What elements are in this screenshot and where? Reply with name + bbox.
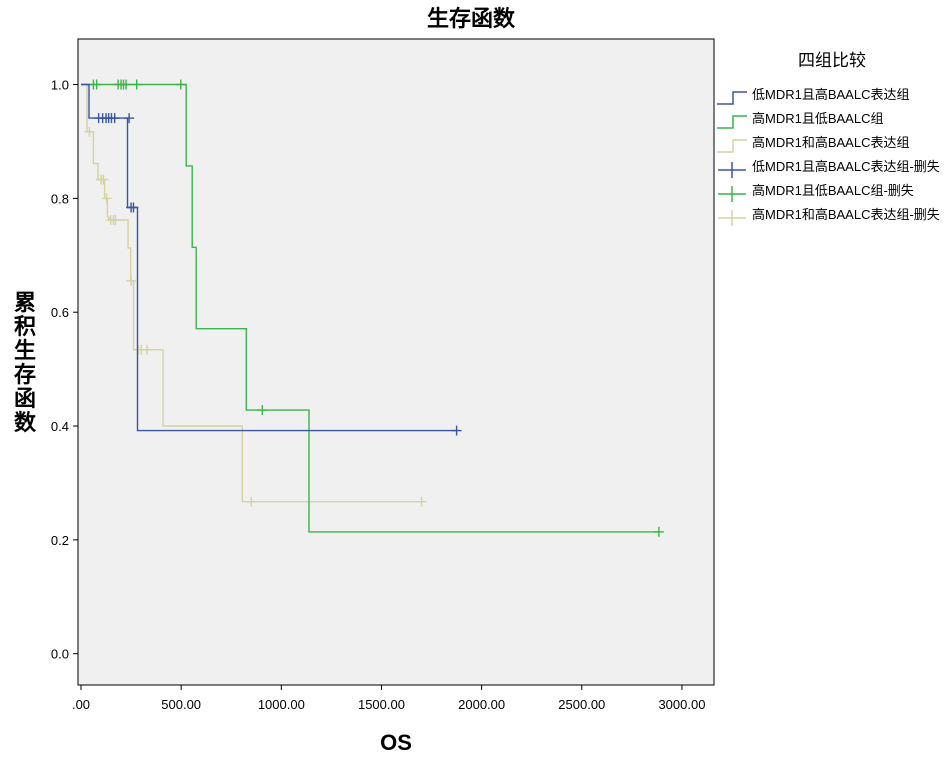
y-axis: 0.0 0.2 0.4 0.6 0.8 1.0 <box>51 78 78 662</box>
legend-label: 高MDR1和高BAALC表达组 <box>752 135 909 150</box>
legend-label: 低MDR1且高BAALC表达组 <box>752 87 909 102</box>
censor-mark <box>257 405 268 416</box>
x-axis-title: OS <box>380 730 412 755</box>
legend-item-censored: 低MDR1且高BAALC表达组-删失 <box>718 159 940 178</box>
legend-label: 高MDR1和高BAALC表达组-删失 <box>752 207 940 222</box>
censor-mark <box>416 496 427 507</box>
x-tick-label: 1500.00 <box>358 697 405 712</box>
legend-title: 四组比较 <box>798 51 866 70</box>
legend-censor-swatch <box>718 186 746 202</box>
legend: 四组比较 低MDR1且高BAALC表达组高MDR1且低BAALC组高MDR1和高… <box>717 51 940 226</box>
legend-line-swatch <box>717 91 747 105</box>
y-tick-label: 0.4 <box>51 419 69 434</box>
legend-censor-swatch <box>718 210 746 226</box>
x-tick-label: 1000.00 <box>258 697 305 712</box>
x-tick-label: 3000.00 <box>658 697 705 712</box>
censor-mark <box>175 79 186 90</box>
censor-mark <box>84 126 95 137</box>
legend-label: 高MDR1且低BAALC组-删失 <box>752 183 914 198</box>
censor-mark <box>109 113 120 124</box>
censor-mark <box>246 496 257 507</box>
y-tick-label: 0.2 <box>51 533 69 548</box>
censor-mark <box>451 425 462 436</box>
x-tick-label: 2000.00 <box>458 697 505 712</box>
censor-mark <box>124 113 135 124</box>
censor-mark <box>131 79 142 90</box>
legend-line-swatch <box>717 115 747 129</box>
legend-censor-swatch <box>718 162 746 178</box>
x-tick-label: .00 <box>72 697 90 712</box>
series-layer <box>81 79 664 537</box>
y-tick-label: 1.0 <box>51 78 69 93</box>
censor-mark <box>121 79 132 90</box>
legend-label: 高MDR1且低BAALC组 <box>752 111 883 126</box>
x-tick-label: 2500.00 <box>558 697 605 712</box>
legend-item-censored: 高MDR1且低BAALC组-删失 <box>718 183 914 202</box>
censor-mark <box>91 79 102 90</box>
censor-mark <box>128 202 139 213</box>
legend-item-line: 高MDR1且低BAALC组 <box>717 111 883 129</box>
y-tick-label: 0.0 <box>51 647 69 662</box>
legend-items: 低MDR1且高BAALC表达组高MDR1且低BAALC组高MDR1和高BAALC… <box>717 87 940 226</box>
y-tick-label: 0.6 <box>51 305 69 320</box>
chart-title: 生存函数 <box>427 6 516 31</box>
censor-mark <box>653 526 664 537</box>
censor-mark <box>110 214 121 225</box>
survival-line <box>81 83 422 503</box>
x-axis: .00 500.00 1000.00 1500.00 2000.00 2500.00 300… <box>72 685 705 712</box>
legend-item-line: 低MDR1且高BAALC表达组 <box>717 87 909 105</box>
censor-mark <box>101 193 112 204</box>
legend-item-line: 高MDR1和高BAALC表达组 <box>717 135 909 153</box>
survival-line <box>81 83 457 432</box>
censor-mark <box>98 174 109 185</box>
x-tick-label: 500.00 <box>161 697 201 712</box>
censor-mark <box>142 344 153 355</box>
legend-label: 低MDR1且高BAALC表达组-删失 <box>752 159 940 174</box>
y-axis-title: 累积生存函数 <box>14 290 37 435</box>
legend-line-swatch <box>717 139 747 153</box>
plot-area <box>77 38 715 686</box>
censor-mark <box>126 275 137 286</box>
y-tick-label: 0.8 <box>51 191 69 206</box>
legend-item-censored: 高MDR1和高BAALC表达组-删失 <box>718 207 940 226</box>
